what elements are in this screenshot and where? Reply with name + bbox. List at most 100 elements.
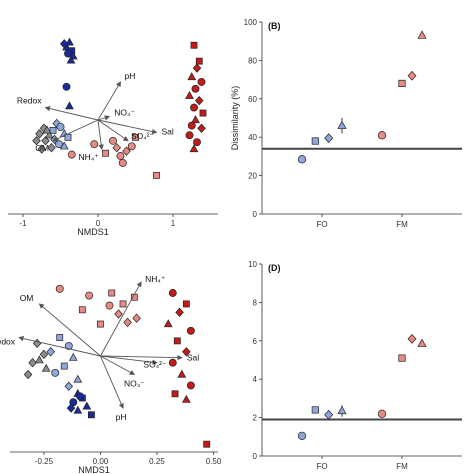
data-point-circle bbox=[64, 49, 72, 58]
data-point-square bbox=[171, 390, 179, 398]
data-point-circle bbox=[168, 289, 177, 297]
panel-label: (B) bbox=[268, 21, 281, 31]
data-point-triangle bbox=[187, 72, 197, 81]
y-tick-label: 20 bbox=[248, 172, 257, 181]
data-point-square bbox=[56, 334, 64, 341]
data-point-square bbox=[132, 133, 139, 141]
y-tick-label: 10 bbox=[248, 260, 257, 269]
data-point-triangle bbox=[73, 405, 83, 414]
data-point-square bbox=[87, 411, 95, 419]
x-tick-label: FO bbox=[316, 220, 327, 229]
env-vector-label: SO₄²⁻ bbox=[143, 360, 167, 370]
data-point-circle bbox=[186, 381, 195, 390]
data-point-diamond bbox=[132, 313, 141, 323]
data-point-square bbox=[311, 406, 319, 414]
data-point-circle bbox=[109, 136, 117, 145]
panel-c-ordination: -0.25 0.00 0.25 0.50 NMDS1 OM Redox NH₄⁺ Sal SO₄²… bbox=[0, 274, 222, 474]
panel-d-dissimilarity: 0 2 4 6 8 10 FO FM (D) bbox=[248, 260, 462, 471]
data-point-square bbox=[60, 362, 68, 370]
env-vector-arrow bbox=[100, 354, 183, 361]
env-vector-arrow bbox=[52, 119, 99, 142]
env-vector-label: Redox bbox=[17, 96, 42, 106]
env-vector-arrow bbox=[100, 355, 136, 375]
env-vector-label: NH₄⁺ bbox=[145, 274, 166, 284]
env-vector-label: pH bbox=[116, 412, 127, 422]
data-point-triangle bbox=[417, 338, 427, 347]
data-point-square bbox=[49, 126, 57, 134]
env-vector-arrow bbox=[97, 115, 111, 121]
data-point-diamond bbox=[123, 317, 132, 328]
panel-b-dissimilarity: 0 20 40 60 80 100 FO FM (B) Dissimilarity (%) bbox=[230, 18, 462, 229]
env-vector-label: pH bbox=[125, 71, 136, 81]
data-point-circle bbox=[377, 409, 387, 418]
data-point-triangle bbox=[41, 363, 51, 372]
data-point-diamond bbox=[59, 39, 69, 49]
data-point-square bbox=[190, 41, 198, 49]
env-vector-arrow bbox=[100, 355, 158, 365]
data-point-diamond bbox=[37, 144, 47, 154]
env-vector-arrow bbox=[18, 335, 101, 357]
data-point-diamond bbox=[175, 307, 184, 317]
data-point-square bbox=[153, 171, 160, 179]
data-point-diamond bbox=[47, 143, 56, 153]
env-vector-label: SO₄²⁻ bbox=[131, 131, 155, 141]
data-point-square bbox=[195, 57, 203, 65]
y-axis-title: Dissimilarity (%) bbox=[230, 86, 240, 151]
data-point-circle bbox=[185, 131, 194, 140]
data-point-square bbox=[97, 320, 104, 328]
data-point-triangle bbox=[417, 30, 427, 39]
x-tick-label: 0.00 bbox=[93, 457, 109, 466]
data-point-diamond bbox=[28, 358, 37, 368]
data-point-circle bbox=[55, 140, 63, 149]
data-point-square bbox=[398, 354, 406, 362]
env-vector-label: Sal bbox=[162, 126, 174, 136]
data-point-circle bbox=[51, 368, 60, 377]
data-point-square bbox=[203, 440, 211, 448]
env-vector-label: Sal bbox=[187, 353, 199, 363]
data-point-square bbox=[173, 337, 181, 345]
x-axis-title: NMDS1 bbox=[78, 465, 110, 474]
data-point-diamond bbox=[194, 95, 204, 106]
data-point-diamond bbox=[23, 369, 33, 380]
x-axis-title: NMDS1 bbox=[77, 227, 109, 237]
data-point-square bbox=[102, 149, 109, 157]
env-vector-label: NO₃⁻ bbox=[114, 108, 135, 118]
x-tick-label: FM bbox=[396, 220, 408, 229]
data-point-diamond bbox=[39, 349, 49, 359]
data-point-square bbox=[182, 300, 190, 308]
y-tick-label: 6 bbox=[253, 337, 258, 346]
panel-label: (D) bbox=[268, 263, 281, 273]
data-point-triangle bbox=[337, 120, 347, 129]
panel-a-ordination: -1 0 1 NMDS1 pH Redox NO₃⁻ Sal OM SO₄²⁻ NH₄⁺ bbox=[8, 37, 218, 237]
data-point-circle bbox=[105, 301, 114, 310]
data-point-square bbox=[78, 306, 86, 314]
data-point-circle bbox=[187, 121, 196, 130]
data-point-circle bbox=[90, 140, 99, 149]
y-tick-label: 4 bbox=[253, 375, 258, 384]
data-point-diamond bbox=[192, 63, 202, 73]
x-tick-label: 1 bbox=[171, 219, 176, 228]
data-point-circle bbox=[85, 291, 94, 300]
x-tick-label: -0.25 bbox=[35, 457, 54, 466]
data-point-circle bbox=[56, 122, 65, 131]
y-tick-label: 8 bbox=[253, 298, 258, 307]
env-vector-label: Redox bbox=[0, 337, 16, 347]
data-point-triangle bbox=[177, 369, 187, 378]
data-point-circle bbox=[118, 158, 127, 167]
data-point-circle bbox=[191, 84, 200, 93]
env-vector-label: NH₄⁺ bbox=[79, 152, 100, 162]
env-vector-arrow bbox=[97, 81, 121, 121]
data-point-triangle bbox=[68, 352, 78, 361]
y-tick-label: 40 bbox=[248, 133, 257, 142]
y-tick-label: 2 bbox=[253, 414, 258, 423]
data-point-square bbox=[119, 300, 127, 308]
y-tick-label: 100 bbox=[244, 18, 258, 27]
data-point-diamond bbox=[32, 136, 41, 146]
data-point-triangle bbox=[66, 55, 76, 64]
data-point-circle bbox=[67, 150, 76, 159]
data-point-triangle bbox=[181, 394, 191, 403]
data-point-triangle bbox=[65, 101, 74, 110]
env-vector-label: OM bbox=[35, 143, 49, 153]
x-tick-label: 0.50 bbox=[206, 457, 222, 466]
data-point-diamond bbox=[114, 309, 123, 319]
